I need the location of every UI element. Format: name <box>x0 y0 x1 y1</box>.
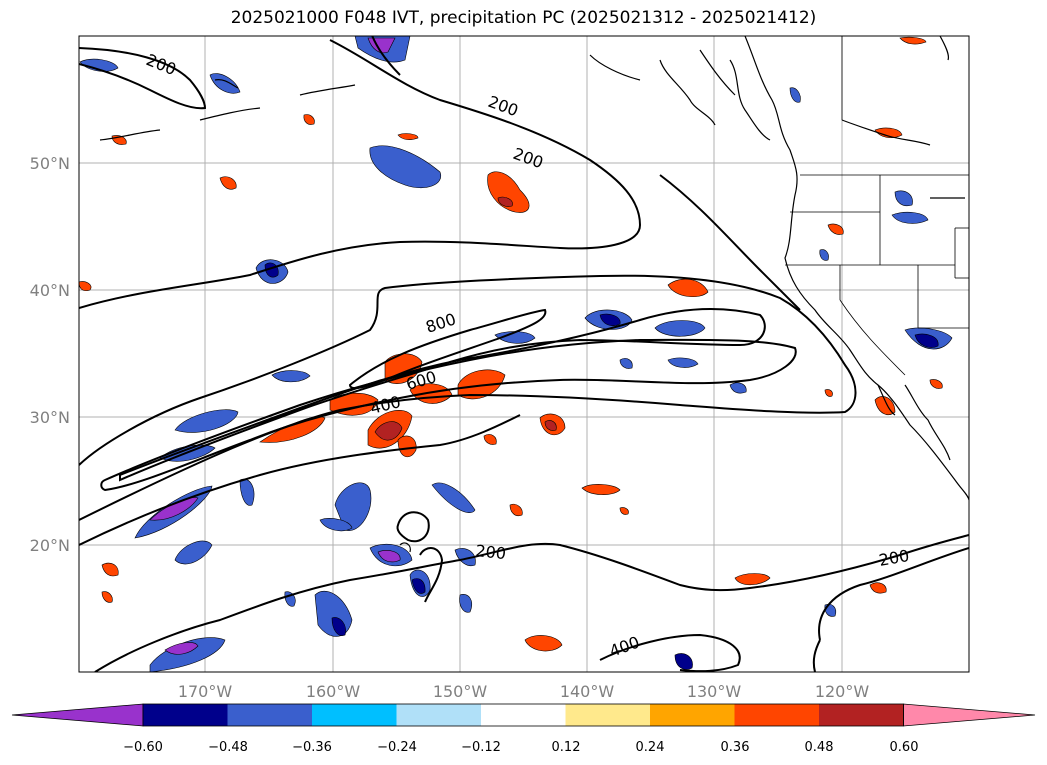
colorbar-bin <box>565 704 651 726</box>
state-borders <box>785 36 969 376</box>
colorbar-tick-label: −0.60 <box>123 740 163 755</box>
colorbar-outline <box>142 703 904 727</box>
colorbar-bin <box>819 704 904 726</box>
precip-blobs <box>79 36 953 672</box>
contour-label: 200 <box>475 541 507 563</box>
colorbar-ticks: −0.60 −0.48 −0.36 −0.24 −0.12 0.12 0.24 … <box>123 740 918 755</box>
lon-label: 160°W <box>306 682 361 701</box>
colorbar-bin <box>143 704 228 726</box>
lat-label: 50°N <box>30 154 70 173</box>
colorbar-tick-label: 0.60 <box>890 740 919 755</box>
ivt-contours <box>79 36 969 672</box>
colorbar-bin <box>396 704 482 726</box>
colorbar-bin <box>312 704 397 726</box>
lat-labels: 50°N 40°N 30°N 20°N <box>30 154 70 555</box>
colorbar-tick-label: 0.36 <box>721 740 750 755</box>
coastlines <box>99 36 969 553</box>
lon-label: 170°W <box>178 682 233 701</box>
lon-label: 120°W <box>815 682 870 701</box>
colorbar-tick-label: −0.36 <box>292 740 332 755</box>
colorbar-bin <box>481 704 566 726</box>
lon-label: 150°W <box>433 682 488 701</box>
colorbar-tick-label: 0.48 <box>805 740 834 755</box>
colorbar-tick-label: 0.12 <box>552 740 581 755</box>
map-frame <box>78 35 970 673</box>
colorbar-tick-label: −0.12 <box>461 740 501 755</box>
colorbar-bin <box>650 704 735 726</box>
colorbar-tick-label: −0.24 <box>377 740 417 755</box>
lon-label: 130°W <box>687 682 742 701</box>
lat-label: 30°N <box>30 408 70 427</box>
negative-anomalies <box>79 36 953 672</box>
colorbar-bin <box>734 704 820 726</box>
colorbar-bin <box>227 704 313 726</box>
positive-anomalies <box>79 36 943 652</box>
lon-label: 140°W <box>560 682 615 701</box>
colorbar-extend-left <box>11 703 144 727</box>
colorbar <box>11 703 1036 727</box>
map-frame-bg <box>79 36 969 672</box>
colorbar-tick-label: −0.48 <box>208 740 248 755</box>
colorbar-extend-right <box>903 703 1036 727</box>
lat-label: 20°N <box>30 536 70 555</box>
colorbar-tick-label: 0.24 <box>636 740 665 755</box>
lat-label: 40°N <box>30 281 70 300</box>
map-title: 2025021000 F048 IVT, precipitation PC (2… <box>230 8 817 28</box>
lon-labels: 170°W 160°W 150°W 140°W 130°W 120°W <box>178 682 870 701</box>
